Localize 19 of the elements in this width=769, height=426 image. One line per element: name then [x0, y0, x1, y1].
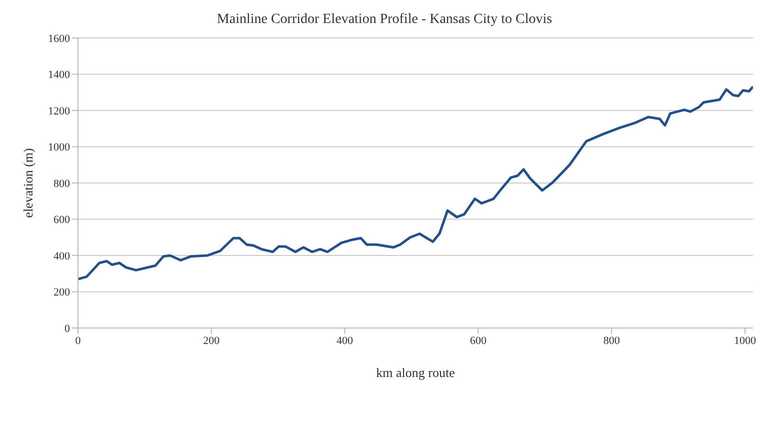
x-tick-label: 200 [203, 334, 220, 347]
y-tick-label: 800 [54, 178, 70, 190]
x-tick-label: 800 [603, 334, 620, 347]
x-axis-title: km along route [376, 365, 456, 380]
y-tick-label: 1400 [48, 69, 70, 82]
y-tick-label: 1200 [48, 105, 70, 118]
y-axis-title: elevation (m) [20, 148, 36, 218]
x-tick-label: 600 [470, 334, 487, 347]
chart-title: Mainline Corridor Elevation Profile - Kansas City to Clovis [216, 11, 554, 28]
x-tick-label: 400 [336, 334, 354, 347]
line-series [78, 86, 753, 280]
y-tick-label: 0 [64, 322, 70, 335]
y-tick-label: 200 [54, 286, 70, 299]
y-tick-label: 1000 [48, 142, 70, 154]
y-tick-label: 1600 [48, 32, 70, 45]
y-tick-label: 400 [54, 250, 70, 262]
x-tick-label: 1000 [734, 334, 756, 347]
x-tick-label: 0 [75, 334, 82, 347]
y-tick-label: 600 [54, 214, 70, 226]
